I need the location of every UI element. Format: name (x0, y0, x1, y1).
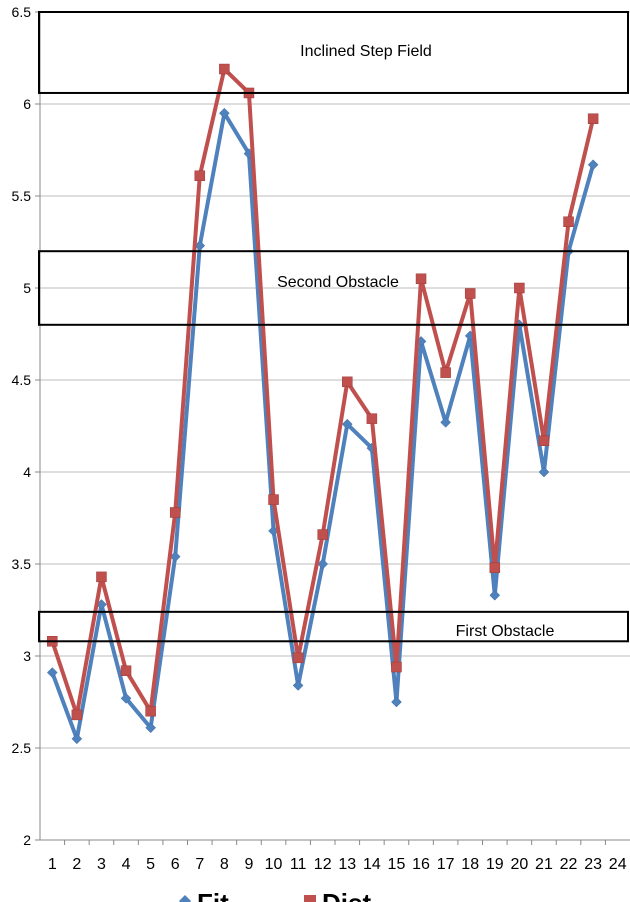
data-point (440, 367, 451, 378)
data-point (538, 466, 550, 478)
data-point (96, 571, 107, 583)
annotation-box: Inclined Step Field (38, 11, 629, 94)
data-point (145, 722, 156, 734)
data-point (587, 159, 599, 171)
data-point (391, 696, 402, 708)
y-tick-label: 6 (23, 96, 31, 112)
x-tick-label: 7 (195, 856, 204, 873)
series-dist (47, 63, 599, 721)
x-tick-label: 15 (388, 856, 406, 873)
legend-item-fit: Fit (179, 888, 229, 902)
annotation-label: Second Obstacle (277, 274, 399, 291)
data-point (415, 273, 427, 285)
x-tick-label: 6 (171, 856, 180, 873)
data-point (120, 665, 132, 676)
y-tick-labels: 2 2.5 3 3.5 4 4.5 5 5.5 6 6.5 (12, 4, 32, 848)
x-tick-labels: 1 2 3 4 5 6 7 8 9 10 11 12 13 14 15 16 17 18 19 20 21 22 23 24 (48, 856, 627, 873)
data-point (391, 661, 402, 673)
annotation-box: Second Obstacle (38, 250, 629, 326)
x-tick-label: 24 (609, 856, 627, 873)
data-point (46, 667, 58, 678)
annotation-rect (38, 610, 629, 643)
x-tick-label: 11 (290, 856, 307, 873)
data-point (440, 416, 451, 428)
data-point (317, 529, 328, 540)
legend-item-dist: Dist (304, 888, 371, 902)
data-point (587, 113, 599, 124)
data-point (464, 288, 476, 299)
data-point (194, 170, 206, 182)
y-tick-label: 3.5 (12, 556, 32, 572)
data-point (514, 282, 525, 294)
series-line (50, 111, 596, 741)
annotation-label: First Obstacle (456, 623, 555, 640)
data-point (489, 562, 501, 573)
data-point (538, 435, 550, 446)
x-tick-label: 20 (510, 856, 528, 873)
y-tick-label: 5 (23, 280, 31, 296)
x-tick-label: 17 (437, 856, 455, 873)
x-tick-label: 9 (245, 856, 254, 873)
data-point (169, 507, 181, 518)
data-point (342, 376, 353, 388)
annotation-box: First Obstacle (38, 610, 629, 643)
legend-marker (304, 895, 316, 902)
x-tick-label: 1 (48, 856, 57, 873)
x-tick-label: 18 (461, 856, 479, 873)
data-point (341, 418, 353, 430)
legend: Fit Dist (179, 888, 371, 902)
x-tick-label: 5 (146, 856, 155, 873)
y-tick-label: 3 (23, 648, 31, 664)
annotation-rect (38, 11, 629, 94)
y-tick-label: 4.5 (12, 372, 32, 388)
y-tick-label: 2.5 (12, 740, 32, 756)
legend-marker (179, 895, 191, 902)
x-tick-label: 3 (97, 856, 106, 873)
x-tick-label: 19 (486, 856, 504, 873)
x-tick-label: 2 (72, 856, 81, 873)
series-line (50, 67, 596, 717)
y-tick-label: 2 (23, 832, 31, 848)
data-point (292, 652, 304, 664)
x-tick-label: 16 (412, 856, 430, 873)
annotation-boxes: Inclined Step Field Second Obstacle First … (38, 11, 629, 643)
data-point (268, 494, 279, 505)
y-tick-label: 5.5 (12, 188, 32, 204)
legend-label: Fit (197, 888, 229, 902)
legend-label: Dist (322, 888, 371, 902)
data-point (120, 692, 132, 704)
data-point (219, 107, 230, 119)
data-point (292, 680, 304, 691)
x-tick-label: 4 (122, 856, 131, 873)
data-point (219, 63, 230, 75)
x-tick-label: 12 (314, 856, 332, 873)
data-point (145, 705, 156, 717)
y-tick-label: 6.5 (12, 4, 32, 20)
series-fit (46, 107, 599, 745)
x-tick-label: 22 (560, 856, 578, 873)
data-point (71, 709, 83, 721)
data-point (317, 558, 329, 570)
x-tick-label: 8 (220, 856, 229, 873)
data-point (489, 589, 501, 601)
data-point (71, 733, 83, 745)
x-tick-label: 23 (584, 856, 602, 873)
x-tick-label: 21 (535, 856, 553, 873)
data-point (563, 216, 574, 228)
annotation-label: Inclined Step Field (300, 43, 432, 60)
x-tick-label: 14 (363, 856, 381, 873)
annotation-rect (38, 250, 629, 326)
y-tick-label: 4 (23, 464, 31, 480)
data-point (366, 413, 378, 424)
x-tick-label: 10 (265, 856, 283, 873)
x-tick-label: 13 (338, 856, 356, 873)
